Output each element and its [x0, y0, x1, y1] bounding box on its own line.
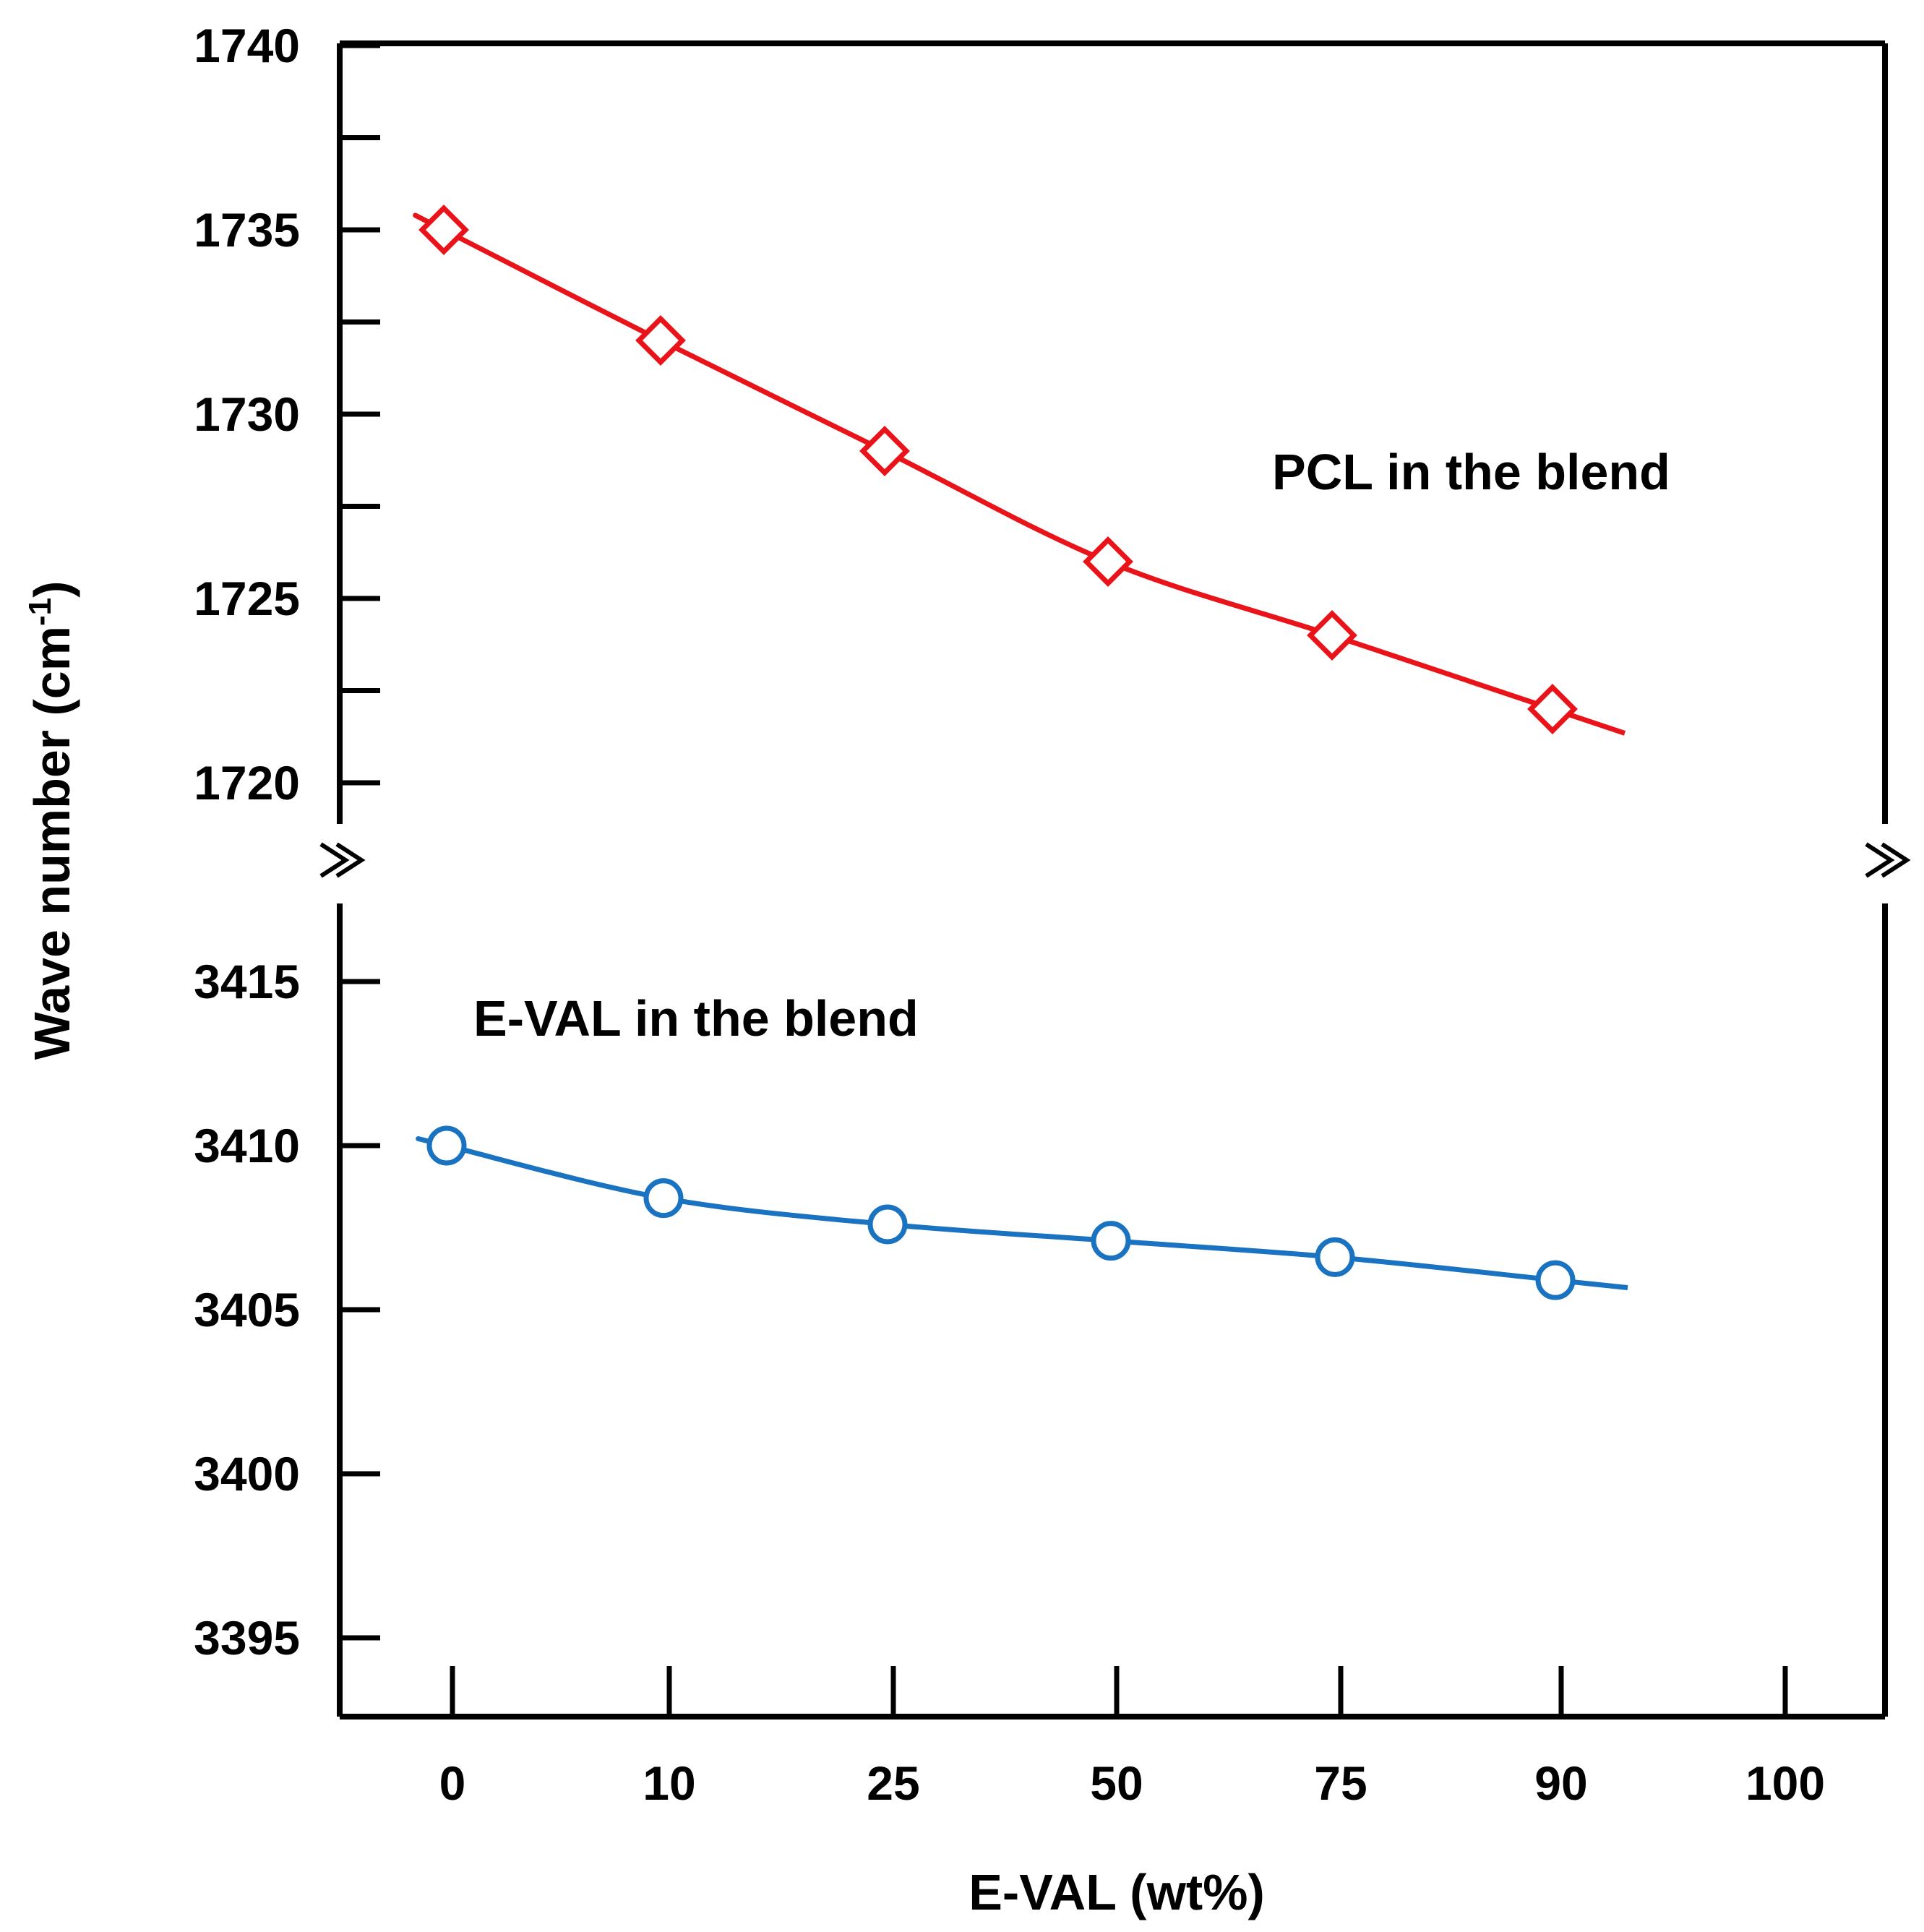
y-axis-title-superscript: -1: [22, 598, 58, 626]
upper-tick-label-1740: 1740: [194, 19, 300, 72]
lower-tick-label-3395: 3395: [194, 1611, 300, 1665]
x-tick-label-50: 50: [1090, 1756, 1143, 1810]
x-tick-label-90: 90: [1534, 1756, 1587, 1810]
eval-point-25: [867, 1204, 908, 1245]
left-axis-break-stroke-b: [335, 842, 366, 878]
eval-point-50: [1091, 1221, 1131, 1261]
y-axis-title-main: Wave number (cm: [24, 626, 80, 1060]
x-axis-title: E-VAL (wt%): [969, 1864, 1265, 1920]
left-axis-break-stroke-a: [319, 842, 350, 878]
lower-tick-label-3410: 3410: [194, 1119, 300, 1172]
pcl-point-50: [1083, 536, 1133, 587]
x-tick-label-25: 25: [867, 1756, 919, 1810]
upper-tick-label-1730: 1730: [194, 387, 300, 441]
pcl-point-0: [418, 205, 469, 255]
x-tick-label-10: 10: [643, 1756, 695, 1810]
eval-point-0: [426, 1125, 467, 1166]
lower-tick-label-3415: 3415: [194, 955, 300, 1008]
ticks-group: 1720 1725 1730 1735 1740 3395 3400 3405 3410 3415…: [194, 19, 1825, 1810]
upper-tick-label-1720: 1720: [194, 756, 300, 810]
text-group: PCL in the blend E-VAL in the blend E-VA…: [22, 444, 1670, 1920]
lower-tick-label-3405: 3405: [194, 1283, 300, 1336]
pcl-point-25: [859, 426, 910, 476]
pcl-point-10: [635, 315, 686, 366]
eval-point-75: [1315, 1237, 1355, 1277]
x-tick-label-100: 100: [1745, 1756, 1825, 1810]
series-group: [413, 205, 1628, 1300]
pcl-series-line: [413, 212, 1626, 736]
pcl-point-90: [1527, 684, 1578, 734]
eval-point-10: [643, 1178, 684, 1219]
left-axis-break: [319, 842, 366, 878]
pcl-point-75: [1307, 610, 1357, 661]
pcl-series-annotation: PCL in the blend: [1272, 444, 1670, 500]
lower-tick-label-3400: 3400: [194, 1447, 300, 1500]
eval-series-annotation: E-VAL in the blend: [473, 990, 919, 1047]
right-axis-break-stroke-a: [1865, 842, 1895, 878]
y-axis-title-close: ): [24, 581, 80, 598]
eval-point-90: [1535, 1260, 1576, 1300]
upper-tick-label-1735: 1735: [194, 203, 300, 257]
right-axis-break: [1865, 842, 1911, 878]
right-axis-break-stroke-b: [1881, 842, 1911, 878]
svg-text:Wave number (cm-1): Wave number (cm-1): [22, 581, 80, 1060]
upper-tick-label-1725: 1725: [194, 572, 300, 625]
y-axis-title: Wave number (cm-1): [22, 581, 80, 1060]
x-tick-label-0: 0: [439, 1756, 466, 1810]
eval-series-line: [416, 1135, 1628, 1291]
x-tick-label-75: 75: [1314, 1756, 1367, 1810]
axes-group: [319, 40, 1911, 1720]
